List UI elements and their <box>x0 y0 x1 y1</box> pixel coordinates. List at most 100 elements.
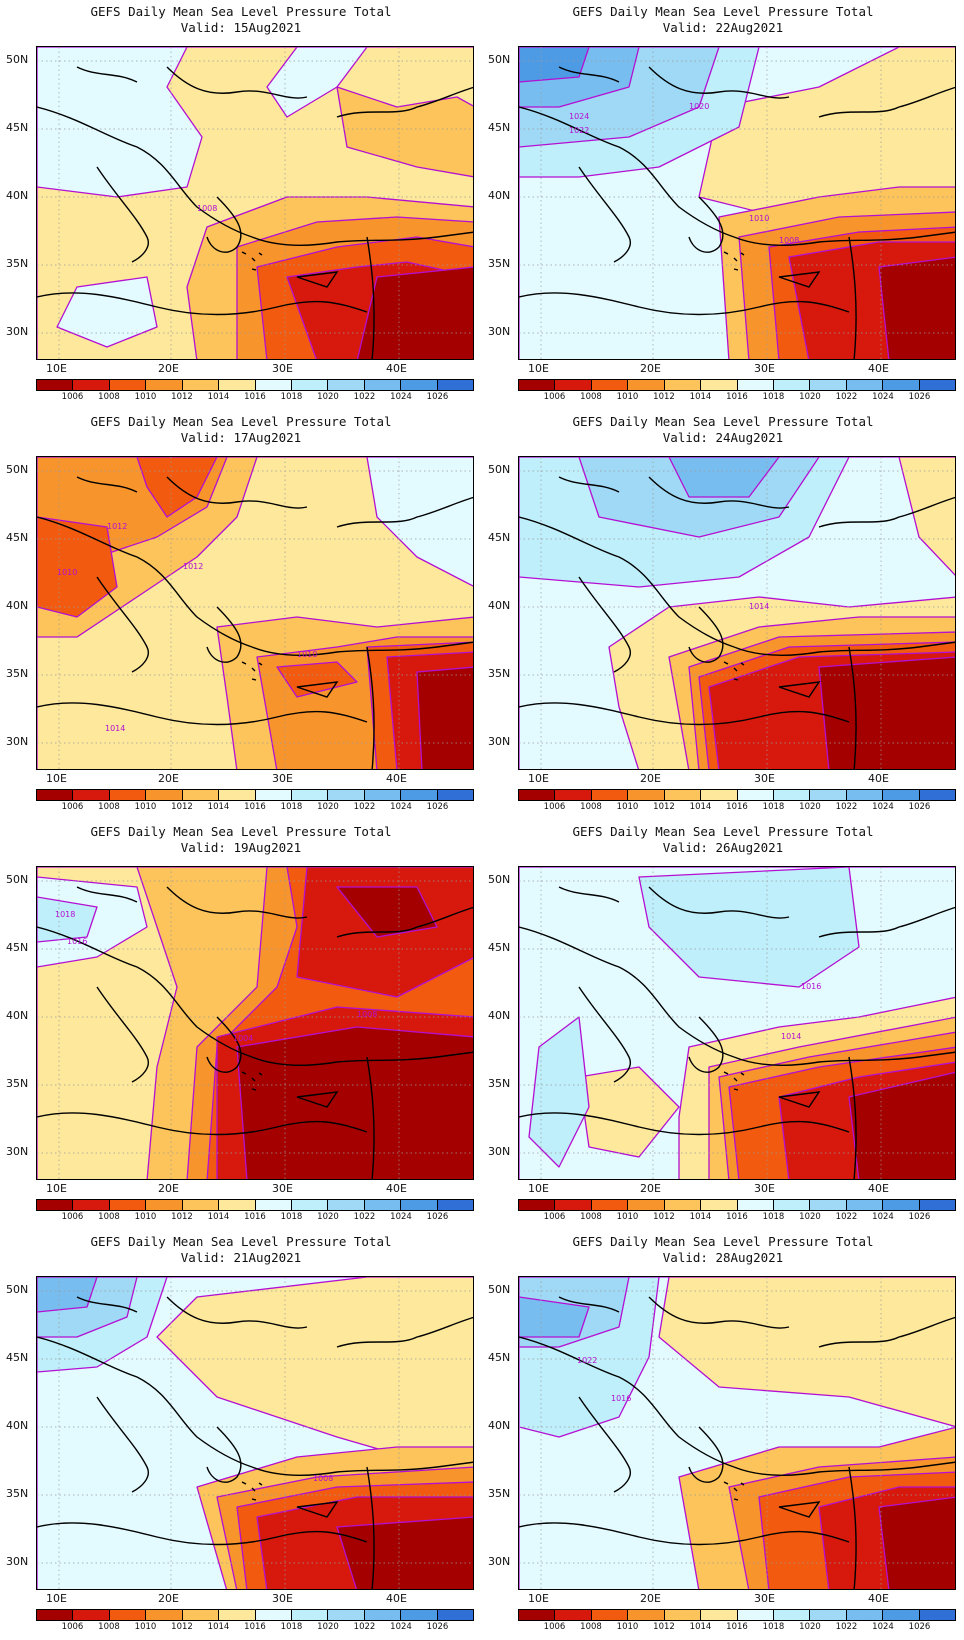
colorbar-swatch <box>810 1200 847 1210</box>
pressure-band <box>519 1296 590 1338</box>
colorbar-swatch <box>919 1610 956 1620</box>
coastline <box>166 1296 308 1329</box>
colorbar-swatch <box>255 1200 292 1210</box>
contour-label: 1014 <box>105 724 125 733</box>
colorbar-label: 1024 <box>390 1622 412 1632</box>
colorbar-label: 1026 <box>908 802 931 812</box>
coastline <box>818 1316 955 1348</box>
panel-title: GEFS Daily Mean Sea Level Pressure Total <box>572 414 874 429</box>
coastline <box>648 66 790 99</box>
colorbar-label: 1026 <box>908 1212 931 1222</box>
colorbar-swatch <box>401 790 438 800</box>
coastline <box>723 251 745 271</box>
latitude-label: 30N <box>6 1555 29 1568</box>
latitude-label: 50N <box>488 1283 511 1296</box>
coastline <box>241 251 263 271</box>
colorbar-swatch <box>883 380 920 390</box>
coastline <box>848 236 857 359</box>
map-panel: GEFS Daily Mean Sea Level Pressure Total… <box>482 1230 964 1640</box>
map-panel: GEFS Daily Mean Sea Level Pressure Total… <box>0 1230 482 1640</box>
colorbar-swatch <box>846 790 884 800</box>
coastline <box>37 1336 253 1468</box>
coastline <box>166 476 308 509</box>
latitude-label: 40N <box>488 189 511 202</box>
coastline <box>366 646 375 769</box>
colorbar-label: 1008 <box>580 392 602 402</box>
latitude-label: 30N <box>6 735 29 748</box>
colorbar-label: 1008 <box>98 802 120 812</box>
pressure-map: 1016 1014 <box>518 866 956 1180</box>
colorbar-label: 1018 <box>762 802 785 812</box>
colorbar-swatch <box>883 1610 920 1620</box>
colorbar-label: 1026 <box>908 392 931 402</box>
colorbar-swatch <box>701 1610 738 1620</box>
colorbar-swatch <box>219 380 256 390</box>
longitude-label: 10E <box>528 1592 549 1605</box>
colorbar-swatch <box>437 1200 474 1210</box>
colorbar-swatch <box>664 1610 702 1620</box>
colorbar-label: 1022 <box>835 1622 858 1632</box>
longitude-label: 20E <box>640 1182 661 1195</box>
colorbar-label: 1014 <box>207 1622 230 1632</box>
coastline <box>251 1461 473 1476</box>
longitude-label: 20E <box>158 1182 179 1195</box>
coastline <box>733 231 955 246</box>
pressure-map: 1008 <box>36 46 474 360</box>
latitude-label: 35N <box>6 1077 29 1090</box>
coastline <box>336 496 473 528</box>
coastline <box>648 476 790 509</box>
colorbar-label: 1018 <box>280 1622 303 1632</box>
colorbar-swatch <box>628 380 665 390</box>
latitude-label: 45N <box>488 941 511 954</box>
pressure-map: 1008 <box>36 1276 474 1590</box>
colorbar-swatch <box>519 380 556 390</box>
longitude-label: 30E <box>754 362 775 375</box>
colorbar-label: 1008 <box>580 1622 602 1632</box>
map-panel: GEFS Daily Mean Sea Level Pressure Total… <box>482 0 964 410</box>
colorbar <box>36 1199 474 1211</box>
colorbar-label: 1022 <box>353 1622 376 1632</box>
colorbar-label: 1016 <box>726 392 748 402</box>
colorbar-swatch <box>919 790 956 800</box>
colorbar-swatch <box>182 380 220 390</box>
longitude-label: 40E <box>868 1182 889 1195</box>
pressure-band <box>818 656 955 769</box>
colorbar-label: 1014 <box>207 392 230 402</box>
contour-label: 1024 <box>569 112 589 121</box>
colorbar-label: 1026 <box>426 1212 449 1222</box>
longitude-label: 30E <box>754 1592 775 1605</box>
longitude-label: 40E <box>386 772 407 785</box>
colorbar-label: 1010 <box>616 1622 639 1632</box>
colorbar-label: 1012 <box>171 1212 193 1222</box>
colorbar-swatch <box>701 380 738 390</box>
coastline <box>336 1316 473 1348</box>
pressure-band <box>356 266 473 359</box>
longitude-label: 30E <box>272 1592 293 1605</box>
colorbar-swatch <box>37 1200 74 1210</box>
latitude-label: 45N <box>6 121 29 134</box>
colorbar-label: 1020 <box>799 392 821 402</box>
colorbar-swatch <box>591 790 629 800</box>
colorbar-swatch <box>255 380 292 390</box>
colorbar-swatch <box>109 790 147 800</box>
panel-title: GEFS Daily Mean Sea Level Pressure Total <box>90 1234 392 1249</box>
pressure-band <box>136 457 218 518</box>
colorbar-swatch <box>328 1200 365 1210</box>
coastline <box>251 641 473 656</box>
colorbar-label: 1006 <box>543 1212 566 1222</box>
map-panel: GEFS Daily Mean Sea Level Pressure Total… <box>0 0 482 410</box>
coastline <box>558 66 620 83</box>
colorbar-label: 1006 <box>543 392 566 402</box>
colorbar-swatch <box>591 1200 629 1210</box>
colorbar-label: 1014 <box>207 1212 230 1222</box>
pressure-map: 1014 <box>518 456 956 770</box>
colorbar-label: 1008 <box>580 1212 602 1222</box>
colorbar-label: 1008 <box>98 1622 120 1632</box>
colorbar-label: 1006 <box>61 392 84 402</box>
longitude-label: 30E <box>754 1182 775 1195</box>
colorbar-swatch <box>701 1200 738 1210</box>
colorbar-label: 1014 <box>689 1212 712 1222</box>
colorbar-swatch <box>146 1200 183 1210</box>
latitude-label: 35N <box>488 667 511 680</box>
pressure-band <box>878 256 955 359</box>
